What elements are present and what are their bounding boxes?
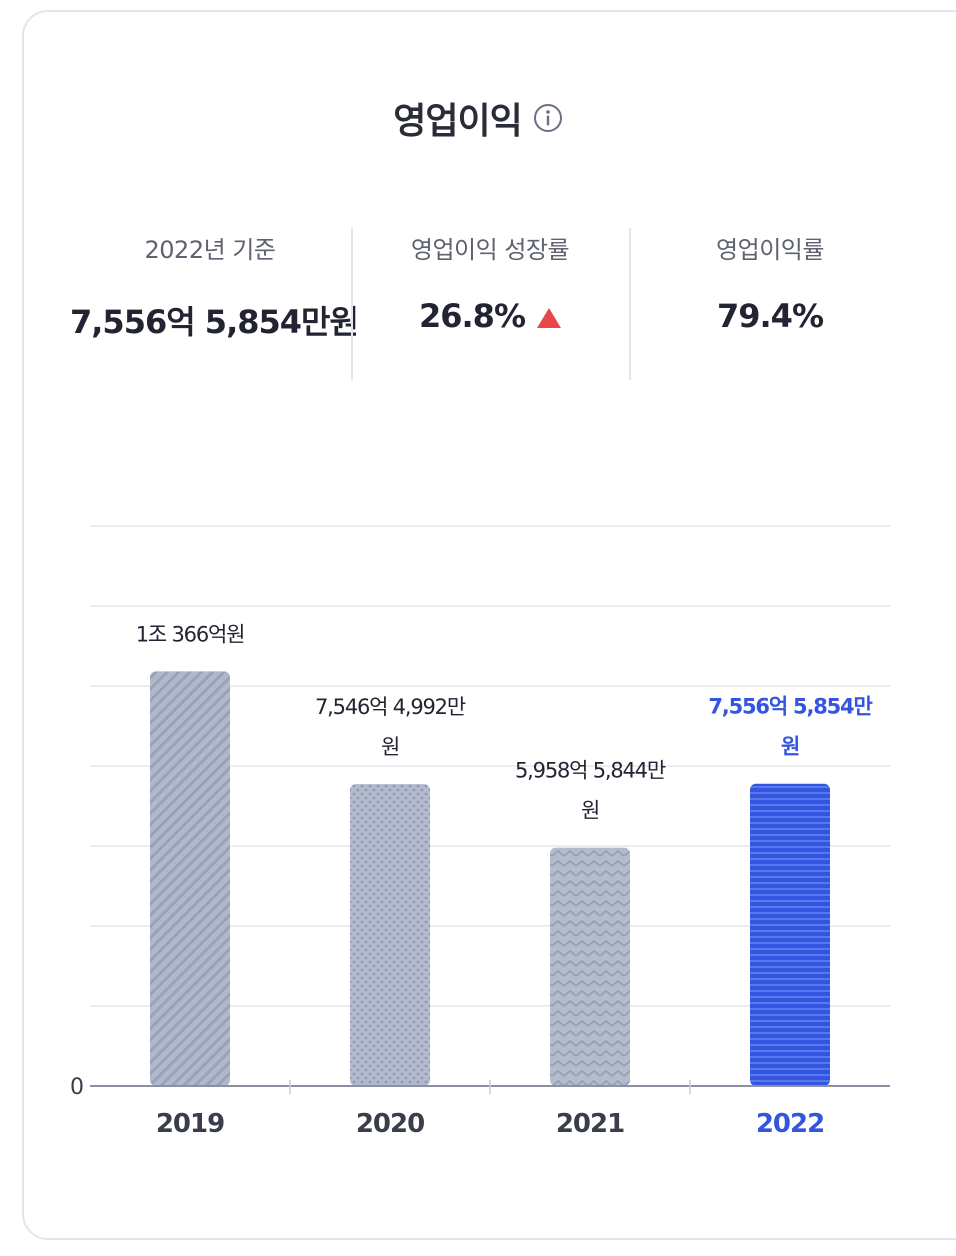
title-row: 영업이익 [0, 92, 956, 144]
value-labels: 1조 366억원 7,546억 4,992만 원 5,958억 5,844만 원 7,55… [136, 622, 874, 823]
x-tick-label: 2022 [756, 1109, 824, 1139]
x-tick-label: 2019 [156, 1109, 224, 1139]
data-label: 1조 366억원 [136, 622, 244, 646]
trend-up-icon [537, 308, 561, 328]
stat-base-year: 2022년 기준 7,556억 5,854만원 [70, 228, 359, 380]
stat-divider [629, 228, 631, 380]
y-tick-label: 0 [70, 1075, 84, 1100]
bar-2021[interactable] [550, 847, 630, 1086]
data-label: 7,556억 5,854만 원 [708, 695, 872, 759]
stat-value-row: 26.8% [350, 297, 630, 335]
stat-label: 영업이익률 [716, 236, 824, 264]
stat-value: 26.8% [418, 297, 526, 335]
bar-2022[interactable] [750, 783, 830, 1086]
bar-2019[interactable] [150, 671, 230, 1086]
stat-margin: 영업이익률 79.4% [630, 228, 910, 380]
data-label: 7,546억 4,992만 원 [315, 695, 466, 759]
stat-value: 79.4% [716, 297, 824, 335]
stat-divider [351, 228, 353, 380]
bar-2020[interactable] [350, 784, 430, 1086]
stat-label: 영업이익 성장률 [410, 236, 570, 264]
x-tick-label: 2020 [356, 1109, 424, 1139]
bars [150, 671, 830, 1086]
info-icon[interactable] [533, 103, 563, 133]
x-axis: 0 2019 2020 2021 2022 [70, 1075, 890, 1139]
stat-growth-rate: 영업이익 성장률 26.8% [350, 228, 630, 380]
x-tick-label: 2021 [556, 1109, 624, 1139]
stats-summary: 2022년 기준 7,556억 5,854만원 영업이익 성장률 26.8% 영… [70, 228, 910, 380]
stat-value: 7,556억 5,854만원 [70, 303, 359, 341]
stat-label: 2022년 기준 [144, 236, 276, 264]
data-label: 5,958억 5,844만 원 [515, 759, 666, 823]
card-title: 영업이익 [393, 101, 522, 142]
